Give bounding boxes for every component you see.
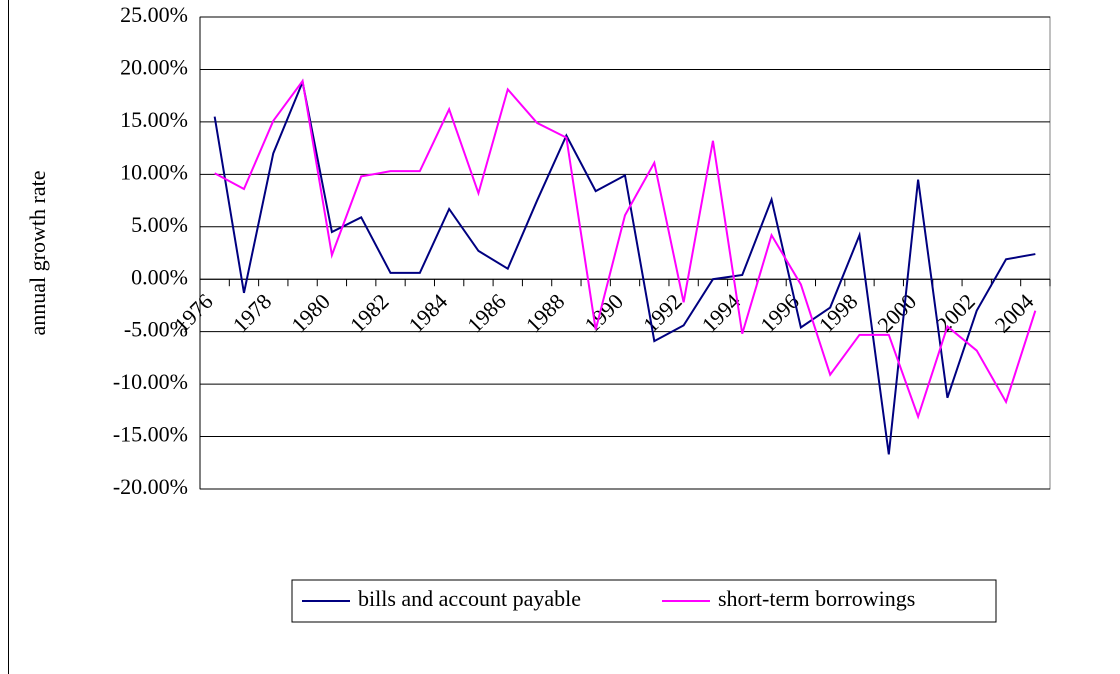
- y-axis-title: annual growth rate: [25, 171, 50, 336]
- x-tick-label: 1982: [345, 289, 394, 338]
- legend-label: short-term borrowings: [718, 586, 915, 611]
- x-tick-label: 2004: [990, 289, 1039, 338]
- x-tick-label: 1984: [403, 289, 452, 338]
- plot-area: [199, 16, 1051, 490]
- x-tick-label: 1994: [697, 289, 746, 338]
- x-tick-label: 1980: [286, 289, 335, 338]
- y-tick-label: 25.00%: [120, 2, 188, 27]
- x-tick-label: 1978: [228, 289, 277, 338]
- x-tick-label: 1988: [521, 289, 570, 338]
- y-tick-label: 5.00%: [131, 212, 188, 237]
- y-tick-label: 20.00%: [120, 54, 188, 79]
- series-line: [214, 78, 1037, 420]
- x-tick-label: 1992: [638, 289, 687, 338]
- legend-box: [291, 579, 997, 623]
- x-tick-label: 2000: [872, 289, 921, 338]
- y-tick-label: -15.00%: [113, 422, 188, 447]
- x-tick-label: 1986: [462, 289, 511, 338]
- y-tick-label: -5.00%: [124, 317, 188, 342]
- y-tick-label: 10.00%: [120, 159, 188, 184]
- y-tick-label: -10.00%: [113, 369, 188, 394]
- y-tick-label: 0.00%: [131, 264, 188, 289]
- y-tick-label: -20.00%: [113, 474, 188, 499]
- legend-label: bills and account payable: [358, 586, 581, 611]
- y-tick-label: 15.00%: [120, 107, 188, 132]
